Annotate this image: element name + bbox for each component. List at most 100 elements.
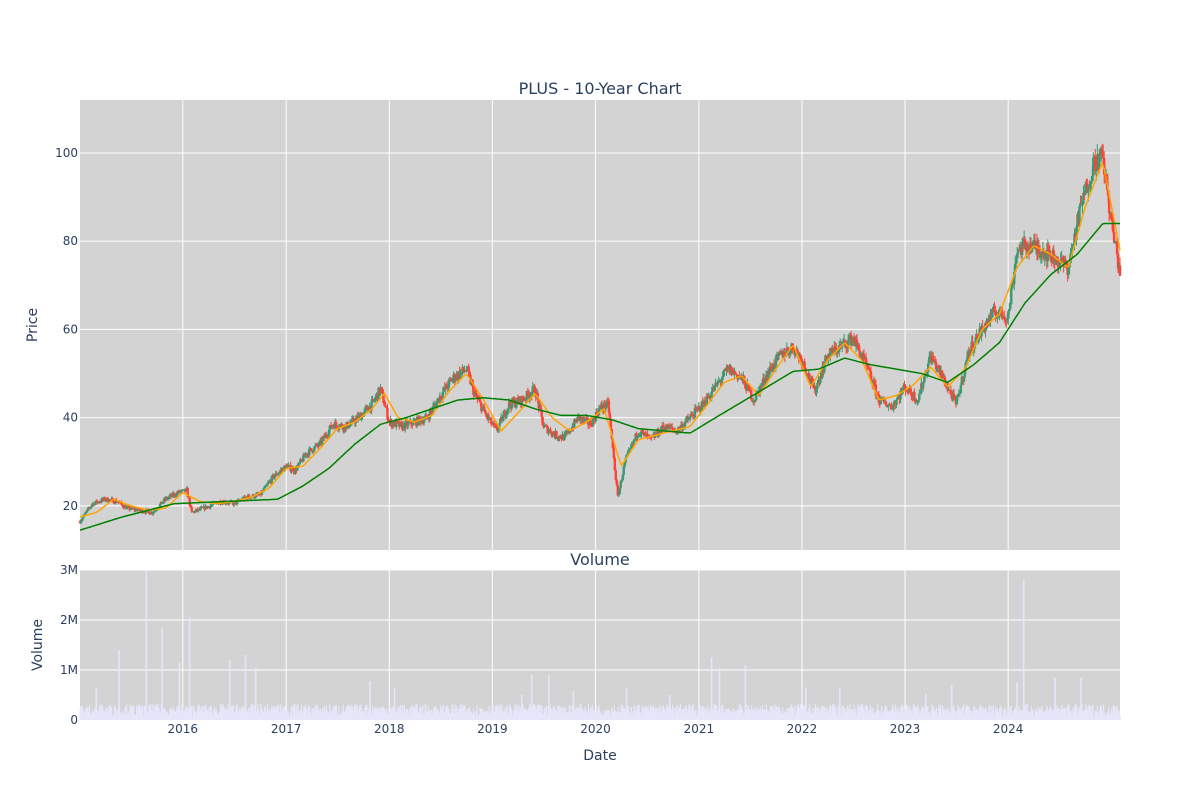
candle-body xyxy=(267,481,271,484)
volume-bar xyxy=(1092,704,1094,720)
volume-bar xyxy=(485,710,487,720)
volume-bar xyxy=(541,706,543,720)
candle-body xyxy=(1087,187,1090,193)
candle-body xyxy=(506,409,510,411)
candle-body xyxy=(1031,241,1035,249)
candle-body xyxy=(173,493,177,496)
candle-body xyxy=(302,454,305,462)
volume-bar xyxy=(460,705,462,720)
candle-body xyxy=(321,439,324,445)
volume-bar xyxy=(857,704,859,720)
volume-y-axis-label: Volume xyxy=(30,619,46,671)
candle-body xyxy=(298,462,301,464)
candle-body xyxy=(868,368,872,372)
candle-body xyxy=(1091,176,1094,181)
candle-body xyxy=(385,407,388,409)
candle-body xyxy=(1072,245,1075,247)
candle-body xyxy=(691,414,695,417)
candle-body xyxy=(460,371,463,373)
candle-body xyxy=(786,348,790,351)
volume-bar xyxy=(886,709,888,720)
volume-spike-bar xyxy=(1016,682,1018,720)
volume-bar xyxy=(305,708,308,720)
candle-body xyxy=(459,371,462,378)
candle-body xyxy=(83,513,87,515)
candle-body xyxy=(989,312,992,323)
candle-body xyxy=(700,401,704,410)
candle-body xyxy=(467,367,470,372)
candle-body xyxy=(350,418,354,424)
candle-body xyxy=(227,503,230,505)
volume-bar xyxy=(294,709,296,720)
volume-bar xyxy=(292,704,294,720)
volume-bar xyxy=(863,707,865,720)
candle-body xyxy=(1023,239,1027,242)
candle-body xyxy=(488,419,491,421)
candle-body xyxy=(699,409,703,412)
candle-body xyxy=(442,387,446,392)
volume-bar xyxy=(782,707,784,720)
candle-body xyxy=(620,480,623,482)
candle-body xyxy=(618,487,621,495)
candle-body xyxy=(487,414,490,420)
candle-body xyxy=(903,385,906,387)
candle-body xyxy=(591,418,595,427)
candle-body xyxy=(746,383,749,391)
volume-bar xyxy=(988,704,991,720)
volume-bar xyxy=(160,704,162,720)
candle-body xyxy=(422,419,426,424)
volume-bar xyxy=(126,704,128,720)
volume-bar xyxy=(808,707,810,720)
price-candlesticks xyxy=(78,143,1122,525)
candle-body xyxy=(879,398,882,404)
volume-bar xyxy=(446,704,448,720)
x-tick-label: 2016 xyxy=(168,722,199,736)
candle-body xyxy=(549,429,552,434)
candle-body xyxy=(1095,170,1098,172)
candle-body xyxy=(662,425,665,429)
candle-body xyxy=(462,367,465,372)
volume-spike-bar xyxy=(95,687,98,720)
candle-body xyxy=(88,507,92,509)
candle-body xyxy=(923,376,926,383)
candle-body xyxy=(704,404,707,406)
volume-bar xyxy=(409,707,412,720)
candle-body xyxy=(834,346,837,349)
volume-bar xyxy=(703,708,705,720)
volume-bar xyxy=(100,704,103,720)
candle-body xyxy=(1057,263,1060,267)
candle-body xyxy=(174,495,178,497)
candle-body xyxy=(963,370,966,378)
candle-body xyxy=(528,395,532,399)
candle-body xyxy=(1020,242,1024,255)
volume-bar xyxy=(774,710,777,720)
volume-bar xyxy=(348,706,351,720)
candle-body xyxy=(465,370,468,372)
candle-body xyxy=(585,417,589,419)
candle-body xyxy=(468,371,471,375)
candle-body xyxy=(530,392,533,397)
candle-body xyxy=(263,485,267,489)
candle-body xyxy=(1107,195,1111,214)
candle-body xyxy=(965,359,968,363)
volume-bar xyxy=(720,712,722,720)
candle-body xyxy=(754,400,757,402)
candle-body xyxy=(910,393,913,396)
volume-bar xyxy=(317,705,319,720)
price-plot-area xyxy=(80,100,1120,550)
volume-bar xyxy=(365,705,367,720)
candle-body xyxy=(547,430,550,434)
volume-bar xyxy=(407,711,409,720)
volume-bar xyxy=(571,705,573,720)
candle-body xyxy=(758,385,762,394)
volume-bar xyxy=(1075,704,1078,720)
candle-body xyxy=(531,386,534,393)
candle-body xyxy=(617,494,620,496)
candle-body xyxy=(472,384,475,395)
candle-body xyxy=(100,498,103,503)
candle-body xyxy=(510,398,514,409)
candle-body xyxy=(491,424,494,426)
volume-spike-bar xyxy=(520,695,523,720)
candle-body xyxy=(438,395,442,403)
candle-body xyxy=(843,339,847,342)
